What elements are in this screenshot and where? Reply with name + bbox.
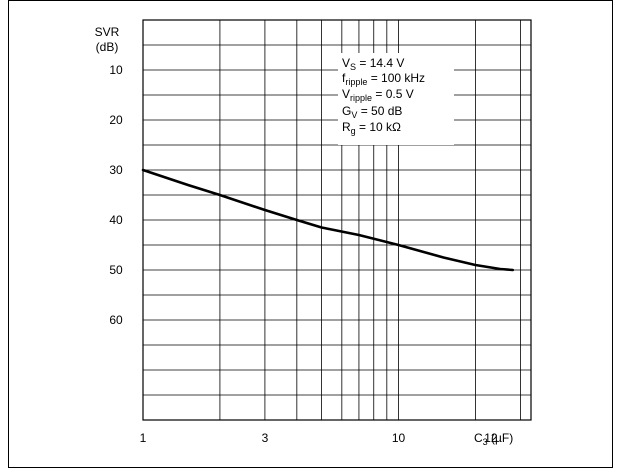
data-point (295, 219, 298, 221)
x-tick-label: 12 (484, 431, 498, 445)
annotation-value: = 14.4 V (356, 56, 404, 70)
annotation-subscript: g (351, 126, 356, 136)
annotation-subscript: S (350, 62, 356, 72)
data-point (219, 194, 221, 196)
y-tick-label: 50 (109, 263, 123, 277)
annotation-line: VS = 14.4 V (342, 56, 404, 72)
annotation-value: = 100 kHz (367, 71, 425, 85)
annotation-subscript: V (351, 110, 357, 120)
annotation-line: Vripple = 0.5 V (342, 87, 414, 103)
x-tick-label: 1 (140, 431, 147, 445)
annotation-symbol: V (342, 56, 350, 70)
tick-labels: 10 20 30 40 50 60 1 3 10 12 (109, 63, 498, 445)
y-axis-label-line2: (dB) (96, 40, 119, 54)
y-tick-label: 40 (109, 213, 123, 227)
svr-curve (141, 168, 515, 272)
data-point (142, 169, 144, 171)
data-point (187, 184, 189, 186)
annotation-symbol: V (342, 87, 350, 101)
annotation-subscript: ripple (350, 93, 372, 103)
x-axis-label-main: C (474, 431, 483, 445)
data-point (511, 269, 514, 271)
annotation-symbol: f (342, 71, 346, 85)
x-axis-label-sub: 3 (483, 437, 488, 447)
y-tick-label: 10 (109, 63, 123, 77)
series (141, 168, 515, 272)
x-tick-label: 10 (392, 431, 406, 445)
grid (142, 19, 532, 421)
y-tick-label: 30 (109, 163, 123, 177)
data-point (397, 244, 400, 246)
annotation-box (338, 53, 454, 145)
annotation-symbol: R (342, 120, 351, 134)
x-axis-label-unit: (µF) (488, 431, 514, 445)
x-axis-label: C3 (µF) (474, 431, 513, 447)
data-point (499, 268, 502, 270)
data-point (320, 226, 323, 229)
x-tick-label: 3 (262, 431, 269, 445)
annotation-value: = 50 dB (357, 104, 402, 118)
annotation-value: = 10 kΩ (356, 120, 401, 134)
annotation-line: Rg = 10 kΩ (342, 120, 401, 136)
y-axis-label-line1: SVR (95, 25, 120, 39)
data-point (358, 234, 360, 236)
annotation-value: = 0.5 V (372, 87, 414, 101)
annotation-subscript: ripple (345, 77, 367, 87)
annotation-line: fripple = 100 kHz (342, 71, 425, 87)
y-tick-label: 60 (109, 313, 123, 327)
data-point (474, 264, 477, 266)
figure-border (8, 0, 613, 468)
annotation-symbol: G (342, 104, 351, 118)
annotation-line: GV = 50 dB (342, 104, 402, 120)
data-point (442, 256, 445, 259)
y-tick-label: 20 (109, 113, 123, 127)
data-point (264, 209, 266, 211)
